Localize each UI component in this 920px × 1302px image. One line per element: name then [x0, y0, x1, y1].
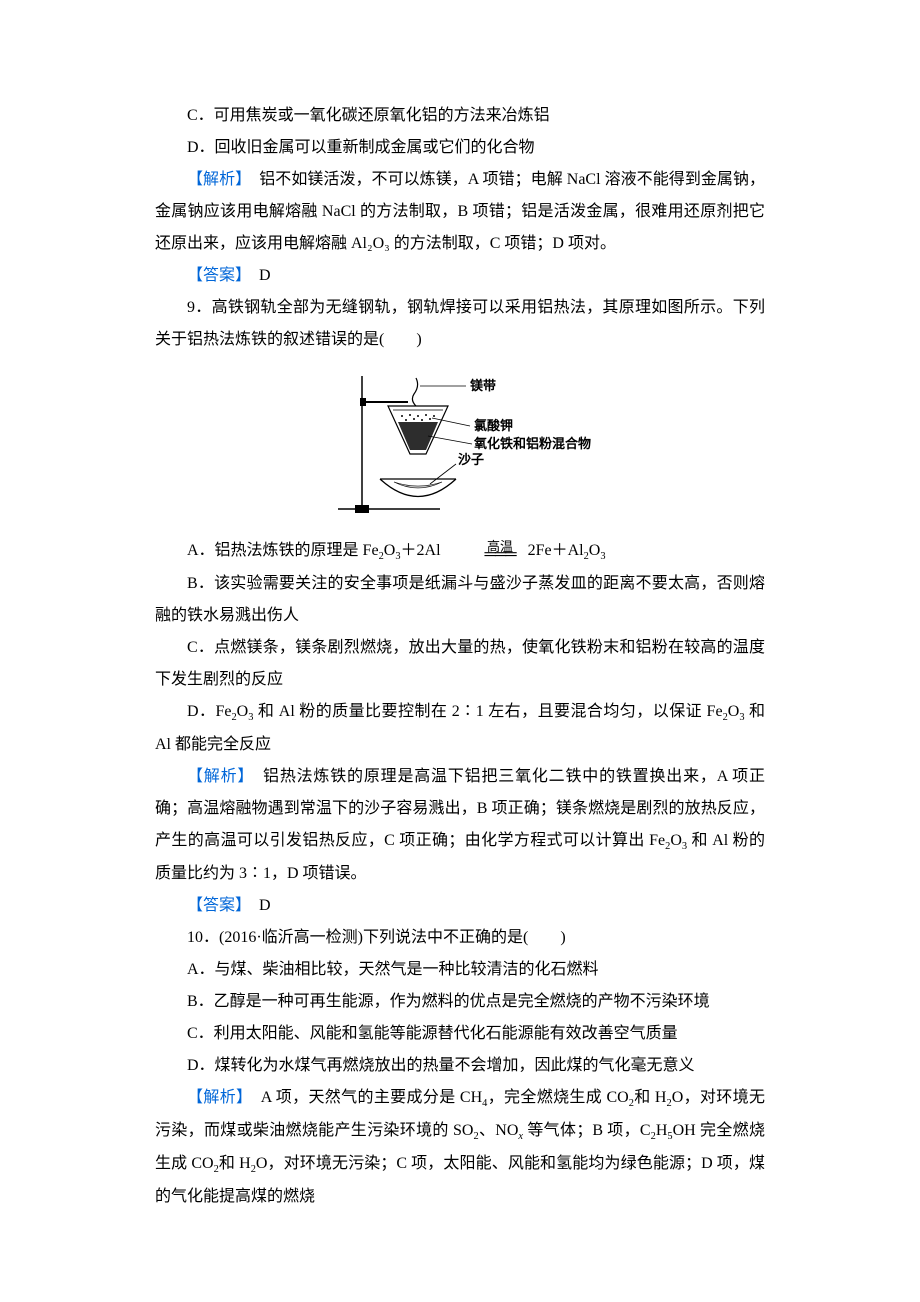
q9-stem: 9．高铁钢轨全部为无缝钢轨，钢轨焊接可以采用铝热法，其原理如图所示。下列关于铝热… — [155, 292, 765, 356]
q8-answer-value: D — [259, 267, 271, 284]
q10-option-d: D．煤转化为水煤气再燃烧放出的热量不会增加，因此煤的气化毫无意义 — [155, 1050, 765, 1082]
q9-option-b: B．该实验需要关注的安全事项是纸漏斗与盛沙子蒸发皿的距离不要太高，否则熔融的铁水… — [155, 568, 765, 632]
figure-label-sand: 沙子 — [458, 452, 484, 467]
q9-option-c: C．点燃镁条，镁条剧烈燃烧，放出大量的热，使氧化铁粉末和铝粉在较高的温度下发生剧… — [155, 632, 765, 696]
q10-option-b: B．乙醇是一种可再生能源，作为燃料的优点是完全燃烧的产物不污染环境 — [155, 986, 765, 1018]
q8-answer-label: 【答案】 — [187, 267, 243, 284]
q8-option-d: D．回收旧金属可以重新制成金属或它们的化合物 — [155, 132, 765, 164]
q8-option-c: C．可用焦炭或一氧化碳还原氧化铝的方法来冶炼铝 — [155, 100, 765, 132]
q9-answer-label: 【答案】 — [187, 897, 243, 914]
q9-figure: 镁带 氯酸钾 氧化铁和铝粉混合物 沙子 — [155, 364, 765, 531]
q10-option-a: A．与煤、柴油相比较，天然气是一种比较清洁的化石燃料 — [155, 954, 765, 986]
q9-analysis-label: 【解析】 — [187, 768, 246, 785]
figure-label-mg: 镁带 — [470, 378, 496, 393]
q9-answer: 【答案】 D — [155, 890, 765, 922]
q8-analysis-label: 【解析】 — [187, 171, 243, 188]
q8-answer: 【答案】 D — [155, 260, 765, 292]
q9-option-d: D．Fe2O3 和 Al 粉的质量比要控制在 2∶1 左右，且要混合均匀，以保证… — [155, 696, 765, 761]
page-container: C．可用焦炭或一氧化碳还原氧化铝的方法来冶炼铝 D．回收旧金属可以重新制成金属或… — [0, 0, 920, 1302]
q8-analysis: 【解析】 铝不如镁活泼，不可以炼镁，A 项错；电解 NaCl 溶液不能得到金属钠… — [155, 164, 765, 260]
figure-label-kclo3: 氯酸钾 — [474, 418, 513, 433]
q8-analysis-body: 铝不如镁活泼，不可以炼镁，A 项错；电解 NaCl 溶液不能得到金属钠，金属钠应… — [155, 171, 765, 252]
q10-analysis: 【解析】 A 项，天然气的主要成分是 CH4，完全燃烧生成 CO2和 H2O，对… — [155, 1082, 765, 1213]
q10-analysis-label: 【解析】 — [187, 1089, 244, 1106]
figure-label-mix: 氧化铁和铝粉混合物 — [473, 436, 591, 451]
q9-analysis: 【解析】 铝热法炼铁的原理是高温下铝把三氧化二铁中的铁置换出来，A 项正确；高温… — [155, 761, 765, 890]
q10-option-c: C．利用太阳能、风能和氢能等能源替代化石能源能有效改善空气质量 — [155, 1018, 765, 1050]
q9-answer-value: D — [259, 897, 271, 914]
q10-stem: 10．(2016·临沂高一检测)下列说法中不正确的是( ) — [155, 922, 765, 954]
apparatus-svg: 镁带 氯酸钾 氧化铁和铝粉混合物 沙子 — [320, 364, 600, 519]
q9-option-a: A．铝热法炼铁的原理是 Fe2O3＋2Al 高温 ═══ 2Fe＋Al2O3 — [155, 535, 765, 568]
reaction-arrow: 高温 ═══ — [453, 540, 516, 563]
